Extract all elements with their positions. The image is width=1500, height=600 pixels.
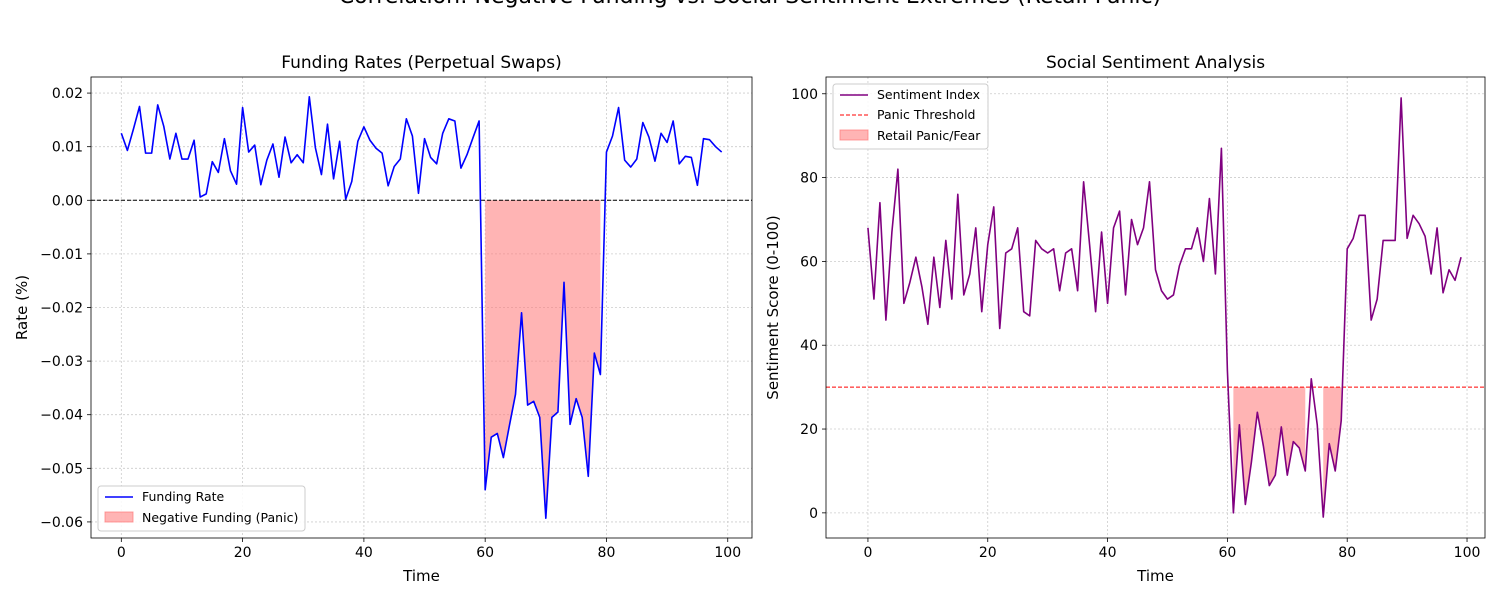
negative-funding-fill <box>485 200 601 519</box>
funding-legend-box <box>97 485 306 532</box>
funding-rate-line <box>120 96 723 519</box>
sentiment-xtick-label-2: 40 <box>1099 545 1117 561</box>
funding-ytick-label-2: 0.00 <box>52 193 83 209</box>
funding-ytick-label-8: −0.06 <box>40 515 83 531</box>
sentiment-xlabel: Time <box>1136 567 1174 585</box>
legend-label-retail-panic: Retail Panic/Fear <box>877 128 981 143</box>
sentiment-ytick-label-2: 40 <box>800 338 818 354</box>
funding-xtick-label-3: 60 <box>476 545 494 561</box>
funding-xlabel: Time <box>402 567 440 585</box>
legend-swatch-negative-funding <box>104 511 134 523</box>
funding-ytick-label-4: −0.02 <box>40 301 83 317</box>
funding-xtick-label-2: 40 <box>355 545 373 561</box>
funding-xtick-label-4: 80 <box>598 545 616 561</box>
funding-chart: 0 20 40 60 80 100 0.02 0.01 0.00 −0.01 −0.02 −0.03 −… <box>13 53 753 585</box>
sentiment-xtick-label-4: 80 <box>1338 545 1356 561</box>
sentiment-ytick-label-4: 80 <box>800 171 818 187</box>
panic-fill-segment-0 <box>1233 387 1306 513</box>
funding-title: Funding Rates (Perpetual Swaps) <box>281 53 561 73</box>
funding-xtick-label-1: 20 <box>234 545 252 561</box>
legend-label-panic-threshold: Panic Threshold <box>877 107 975 122</box>
legend-label-negative-funding: Negative Funding (Panic) <box>142 510 298 525</box>
funding-plot-area <box>91 96 752 519</box>
funding-xtick-label-5: 100 <box>714 545 741 561</box>
sentiment-xtick-label-3: 60 <box>1218 545 1236 561</box>
sentiment-plot-area <box>826 97 1485 518</box>
funding-xtick-label-0: 0 <box>117 545 126 561</box>
sentiment-ytick-label-1: 20 <box>800 422 818 438</box>
sentiment-chart: 0 20 40 60 80 100 0 20 40 60 80 100 Social Sentiment… <box>764 53 1486 585</box>
sentiment-xtick-label-5: 100 <box>1454 545 1481 561</box>
sentiment-title: Social Sentiment Analysis <box>1046 53 1265 73</box>
sentiment-ytick-label-3: 60 <box>800 254 818 270</box>
funding-ytick-label-0: 0.02 <box>52 86 83 102</box>
funding-ytick-label-3: −0.01 <box>40 247 83 263</box>
sentiment-ylabel: Sentiment Score (0-100) <box>764 215 782 399</box>
sentiment-axes-frame <box>825 76 1486 539</box>
figure-title: Correlation: Negative Funding vs. Social… <box>0 0 1500 9</box>
sentiment-ytick-label-5: 100 <box>791 87 818 103</box>
legend-label-sentiment-index: Sentiment Index <box>877 87 980 102</box>
sentiment-index-line <box>867 97 1462 518</box>
legend-swatch-retail-panic <box>839 129 869 141</box>
panic-fill-segment-1 <box>1323 387 1342 518</box>
sentiment-legend-box <box>832 83 989 150</box>
sentiment-ytick-label-0: 0 <box>809 506 818 522</box>
legend-label-funding-rate: Funding Rate <box>142 489 225 504</box>
funding-ytick-label-5: −0.03 <box>40 354 83 370</box>
funding-ylabel: Rate (%) <box>13 275 31 340</box>
funding-ytick-label-6: −0.04 <box>40 408 83 424</box>
funding-ytick-label-7: −0.05 <box>40 461 83 477</box>
sentiment-xtick-label-1: 20 <box>979 545 997 561</box>
sentiment-xtick-label-0: 0 <box>863 545 872 561</box>
funding-ytick-label-1: 0.01 <box>52 140 83 156</box>
